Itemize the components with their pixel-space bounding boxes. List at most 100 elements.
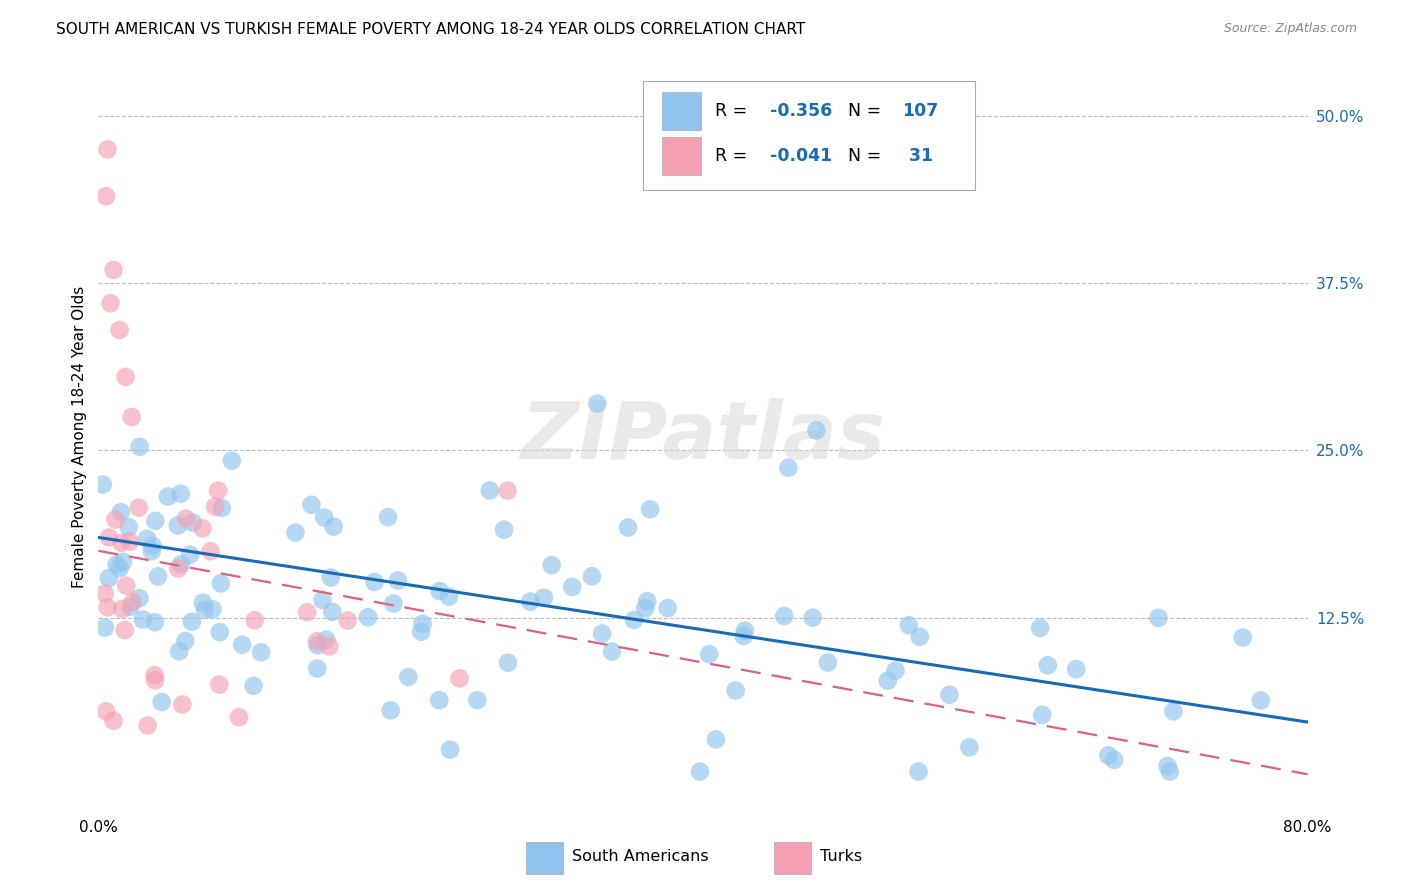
Point bbox=[243, 613, 266, 627]
Point bbox=[128, 440, 150, 454]
Point bbox=[380, 703, 402, 717]
Point bbox=[180, 615, 202, 629]
Point bbox=[200, 544, 222, 558]
Point bbox=[496, 656, 519, 670]
Point bbox=[94, 621, 117, 635]
Point bbox=[1147, 611, 1170, 625]
Point bbox=[908, 630, 931, 644]
Point bbox=[143, 615, 166, 630]
Point bbox=[1163, 704, 1185, 718]
Point bbox=[179, 548, 201, 562]
Point bbox=[884, 664, 907, 678]
Point bbox=[586, 396, 609, 410]
Point bbox=[1102, 753, 1125, 767]
Point bbox=[1159, 764, 1181, 779]
Point bbox=[724, 683, 747, 698]
Point bbox=[91, 477, 114, 491]
Point bbox=[284, 525, 307, 540]
Point bbox=[496, 483, 519, 498]
Point bbox=[242, 679, 264, 693]
Text: -0.041: -0.041 bbox=[769, 147, 832, 165]
Point bbox=[194, 603, 217, 617]
Point bbox=[110, 536, 132, 550]
Point bbox=[208, 678, 231, 692]
Point bbox=[817, 656, 839, 670]
Point bbox=[146, 569, 169, 583]
Point bbox=[533, 591, 555, 605]
Point bbox=[104, 512, 127, 526]
Point bbox=[136, 532, 159, 546]
Point bbox=[734, 624, 756, 638]
Point bbox=[704, 732, 727, 747]
Text: -0.356: -0.356 bbox=[769, 103, 832, 120]
Point bbox=[297, 605, 319, 619]
Point bbox=[114, 623, 136, 637]
Text: ZIPatlas: ZIPatlas bbox=[520, 398, 886, 476]
Text: SOUTH AMERICAN VS TURKISH FEMALE POVERTY AMONG 18-24 YEAR OLDS CORRELATION CHART: SOUTH AMERICAN VS TURKISH FEMALE POVERTY… bbox=[56, 22, 806, 37]
Point bbox=[396, 670, 419, 684]
Text: R =: R = bbox=[716, 103, 752, 120]
Point bbox=[94, 586, 117, 600]
Point bbox=[98, 531, 121, 545]
Point bbox=[191, 596, 214, 610]
Point bbox=[141, 539, 163, 553]
Point bbox=[1029, 621, 1052, 635]
Point bbox=[118, 534, 141, 549]
Point bbox=[806, 424, 828, 438]
FancyBboxPatch shape bbox=[526, 842, 562, 874]
Text: 31: 31 bbox=[903, 147, 932, 165]
FancyBboxPatch shape bbox=[775, 842, 811, 874]
Point bbox=[382, 597, 405, 611]
Point bbox=[105, 558, 128, 572]
Point bbox=[143, 673, 166, 688]
Text: Turks: Turks bbox=[820, 849, 862, 864]
Point bbox=[801, 610, 824, 624]
Text: 107: 107 bbox=[903, 103, 939, 120]
Point bbox=[519, 594, 541, 608]
Point bbox=[121, 410, 143, 425]
Point bbox=[623, 613, 645, 627]
Point bbox=[540, 558, 562, 573]
Point bbox=[357, 610, 380, 624]
Y-axis label: Female Poverty Among 18-24 Year Olds: Female Poverty Among 18-24 Year Olds bbox=[72, 286, 87, 588]
Point bbox=[600, 644, 623, 658]
Point bbox=[636, 594, 658, 608]
Point bbox=[307, 638, 329, 652]
Point bbox=[191, 521, 214, 535]
Point bbox=[97, 571, 120, 585]
Point bbox=[314, 510, 336, 524]
Point bbox=[412, 616, 434, 631]
Point bbox=[319, 570, 342, 584]
Point bbox=[1097, 748, 1119, 763]
FancyBboxPatch shape bbox=[662, 137, 700, 175]
Point bbox=[145, 514, 167, 528]
Point bbox=[307, 662, 329, 676]
Text: South Americans: South Americans bbox=[572, 849, 709, 864]
Text: Source: ZipAtlas.com: Source: ZipAtlas.com bbox=[1223, 22, 1357, 36]
Point bbox=[697, 647, 720, 661]
Point bbox=[170, 558, 193, 572]
Point bbox=[108, 323, 131, 337]
Point bbox=[143, 668, 166, 682]
Point bbox=[231, 638, 253, 652]
Point bbox=[494, 523, 516, 537]
Point bbox=[166, 518, 188, 533]
Point bbox=[387, 574, 409, 588]
Point bbox=[634, 601, 657, 615]
Point bbox=[478, 483, 501, 498]
Point bbox=[150, 695, 173, 709]
Point bbox=[94, 189, 117, 203]
Point bbox=[96, 600, 118, 615]
Point bbox=[112, 555, 135, 569]
Text: N =: N = bbox=[848, 147, 887, 165]
Point bbox=[897, 618, 920, 632]
Point bbox=[1232, 631, 1254, 645]
Point bbox=[103, 714, 125, 728]
Point bbox=[322, 519, 344, 533]
Point bbox=[208, 625, 231, 640]
Point bbox=[638, 502, 661, 516]
Point bbox=[733, 629, 755, 643]
Point bbox=[561, 580, 583, 594]
Point bbox=[427, 693, 450, 707]
Point bbox=[938, 688, 960, 702]
